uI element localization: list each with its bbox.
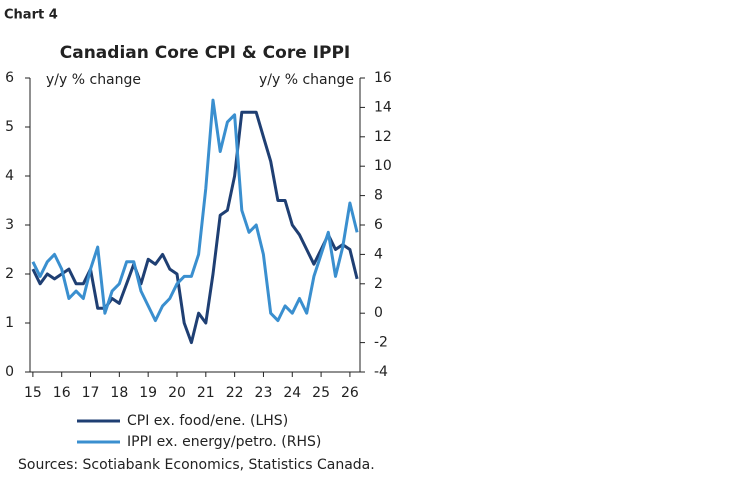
y2-axis-label: y/y % change bbox=[259, 72, 354, 88]
x-tick-label: 21 bbox=[197, 385, 215, 401]
y-tick-label: 3 bbox=[5, 217, 14, 233]
y2-tick-label: 4 bbox=[374, 246, 383, 262]
y-tick-label: 5 bbox=[5, 119, 14, 135]
y2-tick-label: 16 bbox=[374, 70, 392, 86]
x-tick-label: 17 bbox=[82, 385, 100, 401]
y-tick-label: 4 bbox=[5, 168, 14, 184]
y2-tick-label: 10 bbox=[374, 158, 392, 174]
y2-tick-label: 8 bbox=[374, 188, 383, 204]
x-tick-label: 16 bbox=[53, 385, 71, 401]
x-tick-label: 24 bbox=[283, 385, 301, 401]
x-tick-label: 19 bbox=[139, 385, 157, 401]
x-tick-label: 15 bbox=[24, 385, 42, 401]
x-tick-label: 20 bbox=[168, 385, 186, 401]
source: Sources: Scotiabank Economics, Statistic… bbox=[18, 457, 375, 473]
y2-tick-label: 0 bbox=[374, 305, 383, 321]
y2-tick-label: 2 bbox=[374, 276, 383, 292]
y-axis-label: y/y % change bbox=[46, 72, 141, 88]
x-tick-label: 26 bbox=[341, 385, 359, 401]
legend-label: IPPI ex. energy/petro. (RHS) bbox=[127, 434, 321, 450]
x-tick-label: 22 bbox=[226, 385, 244, 401]
y-tick-label: 1 bbox=[5, 315, 14, 331]
x-tick-label: 18 bbox=[110, 385, 128, 401]
y2-tick-label: 14 bbox=[374, 99, 392, 115]
y-tick-label: 0 bbox=[5, 364, 14, 380]
series-line bbox=[31, 98, 359, 323]
y2-tick-label: 12 bbox=[374, 129, 392, 145]
y-tick-label: 2 bbox=[5, 266, 14, 282]
chart-title: Canadian Core CPI & Core IPPI bbox=[60, 43, 350, 63]
y2-tick-label: -4 bbox=[374, 364, 388, 380]
x-tick-label: 23 bbox=[255, 385, 273, 401]
x-tick-label: 25 bbox=[312, 385, 330, 401]
chart-label: Chart 4 bbox=[4, 8, 58, 23]
y2-tick-label: 6 bbox=[374, 217, 383, 233]
y2-tick-label: -2 bbox=[374, 335, 388, 351]
series-line bbox=[31, 110, 359, 345]
legend-label: CPI ex. food/ene. (LHS) bbox=[127, 413, 288, 429]
y-tick-label: 6 bbox=[5, 70, 14, 86]
